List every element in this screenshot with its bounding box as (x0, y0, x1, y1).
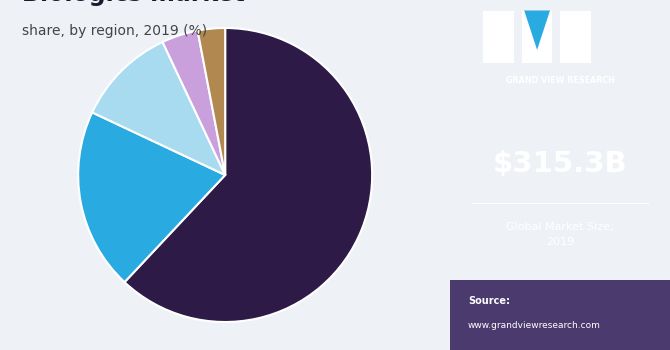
Text: $315.3B: $315.3B (493, 150, 628, 178)
Text: Global Market Size,
2019: Global Market Size, 2019 (507, 222, 614, 247)
Wedge shape (198, 28, 225, 175)
Text: GRAND VIEW RESEARCH: GRAND VIEW RESEARCH (506, 76, 614, 85)
Wedge shape (78, 112, 225, 282)
FancyBboxPatch shape (450, 280, 670, 350)
Polygon shape (524, 10, 550, 50)
FancyBboxPatch shape (560, 10, 591, 63)
FancyBboxPatch shape (483, 10, 514, 63)
FancyBboxPatch shape (522, 10, 553, 63)
Text: Source:: Source: (468, 296, 510, 306)
Wedge shape (92, 42, 225, 175)
Wedge shape (125, 28, 372, 322)
Text: share, by region, 2019 (%): share, by region, 2019 (%) (22, 24, 207, 38)
Wedge shape (163, 30, 225, 175)
Text: Biologics market: Biologics market (22, 0, 245, 6)
Text: www.grandviewresearch.com: www.grandviewresearch.com (468, 321, 601, 330)
